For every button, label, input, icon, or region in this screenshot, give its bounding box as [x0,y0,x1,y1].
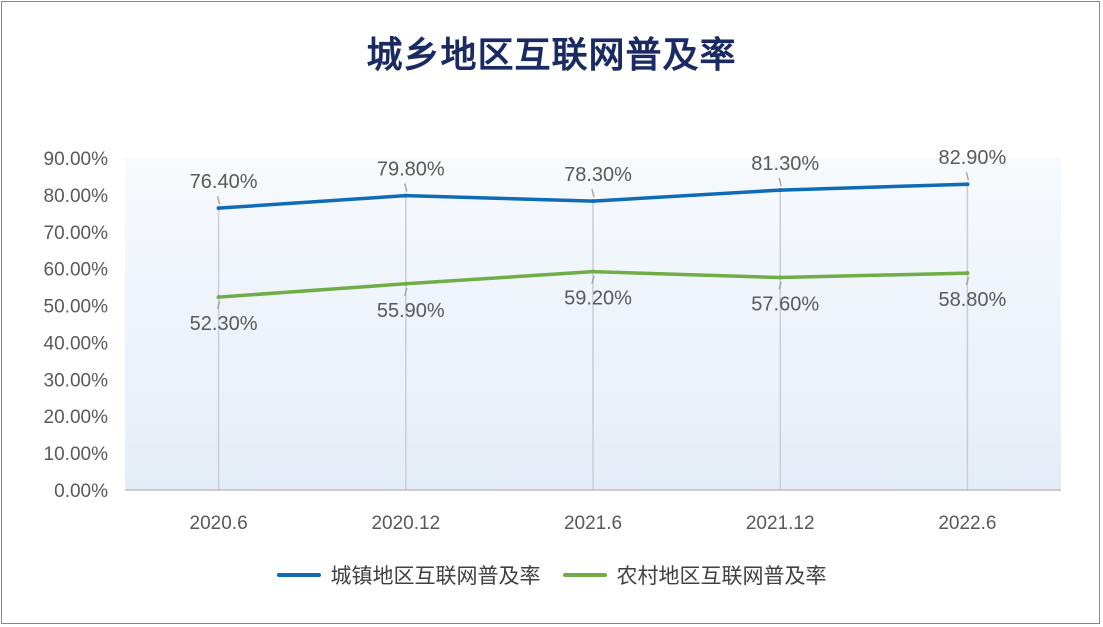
data-label: 59.20% [564,288,632,310]
y-tick-label: 70.00% [44,223,109,244]
label-leader [965,276,970,286]
data-label: 79.80% [377,159,445,181]
y-tick-label: 10.00% [44,444,109,465]
y-tick-label: 80.00% [44,186,109,207]
data-point [965,182,970,187]
data-label: 58.80% [938,289,1006,311]
x-tick-label: 2020.6 [190,513,248,534]
label-leader [216,300,221,310]
legend-label-urban: 城镇地区互联网普及率 [330,564,541,588]
legend-swatch-urban [276,573,321,577]
data-label: 52.30% [190,313,258,335]
x-tick-label: 2021.12 [746,513,815,534]
x-tick-label: 2020.12 [371,513,440,534]
data-point [778,275,783,280]
data-point [216,295,221,300]
y-tick-label: 20.00% [44,407,109,428]
y-tick-label: 90.00% [44,149,109,170]
data-label: 78.30% [564,164,632,186]
y-tick-label: 40.00% [44,333,109,354]
x-tick-label: 2021.6 [564,513,622,534]
chart-legend: 城镇地区互联网普及率 农村地区互联网普及率 [0,560,1103,590]
data-label: 76.40% [190,171,258,193]
data-label: 57.60% [751,294,819,316]
label-leader [591,188,595,198]
data-point [216,206,221,211]
label-leader [778,177,782,187]
data-label: 82.90% [938,147,1006,169]
y-tick-label: 0.00% [54,481,108,502]
label-leader [404,183,408,192]
y-tick-label: 50.00% [44,297,109,318]
y-tick-label: 30.00% [44,370,109,391]
label-leader [216,195,221,205]
data-label: 55.90% [377,300,445,322]
y-tick-label: 60.00% [44,260,109,281]
x-tick-label: 2022.6 [938,513,996,534]
legend-item-urban: 城镇地区互联网普及率 [276,560,541,590]
legend-item-rural: 农村地区互联网普及率 [562,560,827,590]
data-point [403,281,408,286]
label-leader [404,287,408,296]
data-point [591,269,595,274]
data-point [965,271,970,276]
data-point [591,199,595,204]
label-leader [778,281,782,290]
label-leader [965,172,970,181]
data-point [778,188,783,193]
data-point [403,193,408,198]
label-leader [591,275,595,284]
legend-label-rural: 农村地区互联网普及率 [616,564,827,588]
data-label: 81.30% [751,153,819,175]
chart-title: 城乡地区互联网普及率 [366,35,737,76]
legend-swatch-rural [562,573,607,577]
